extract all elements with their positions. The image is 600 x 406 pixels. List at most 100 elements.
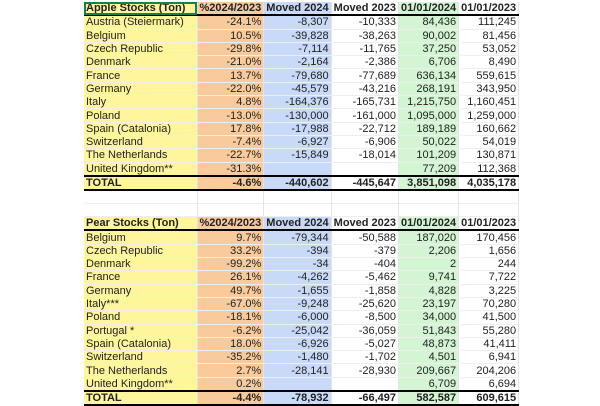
moved-2024-cell[interactable]: -6,927: [263, 135, 332, 150]
stock-2024-cell[interactable]: 101,209: [398, 148, 460, 163]
stock-2023-cell[interactable]: 170,456: [458, 230, 520, 245]
moved-2024-cell[interactable]: -6,926: [263, 337, 332, 352]
country-cell[interactable]: Spain (Catalonia): [84, 122, 198, 136]
stock-2023-cell[interactable]: 53,052: [458, 42, 520, 57]
country-cell[interactable]: The Netherlands: [84, 148, 198, 163]
empty-cell[interactable]: [84, 190, 198, 205]
stock-2023-cell[interactable]: 609,615: [458, 389, 520, 406]
empty-cell[interactable]: [263, 190, 332, 205]
stock-2023-cell[interactable]: 4,035,178: [458, 174, 520, 192]
pct-change-cell[interactable]: -6.2%: [197, 324, 265, 338]
pct-change-cell[interactable]: 33.2%: [197, 244, 265, 259]
moved-2024-cell[interactable]: -1,480: [263, 350, 332, 365]
moved-2023-cell[interactable]: -165,731: [331, 95, 400, 110]
moved-2023-cell[interactable]: -77,689: [331, 68, 400, 83]
empty-cell[interactable]: [458, 190, 520, 205]
moved-2023-cell[interactable]: -8,500: [331, 310, 400, 325]
moved-2024-cell[interactable]: -164,376: [263, 95, 332, 110]
moved-2024-cell[interactable]: -39,828: [263, 29, 332, 43]
pct-change-cell[interactable]: -18.1%: [197, 310, 265, 325]
country-cell[interactable]: Czech Republic: [84, 244, 198, 259]
country-cell[interactable]: Belgium: [84, 230, 198, 245]
moved-2023-cell[interactable]: -43,216: [331, 82, 400, 97]
stock-2024-cell[interactable]: 84,436: [398, 15, 460, 30]
moved-2023-cell[interactable]: -5,027: [331, 337, 400, 352]
pct-change-cell[interactable]: 26.1%: [197, 270, 265, 285]
country-cell[interactable]: United Kingdom**: [84, 377, 198, 392]
pct-change-cell[interactable]: 49.7%: [197, 284, 265, 298]
stock-2024-cell[interactable]: 189,189: [398, 122, 460, 136]
pct-change-cell[interactable]: -31.3%: [197, 162, 265, 177]
country-cell[interactable]: Poland: [84, 108, 198, 123]
moved-2023-cell[interactable]: -2,386: [331, 55, 400, 70]
stock-2023-cell[interactable]: 01/01/2023: [458, 2, 520, 17]
stock-2023-cell[interactable]: 559,615: [458, 68, 520, 83]
moved-2023-cell[interactable]: [331, 162, 400, 177]
stock-2023-cell[interactable]: 55,280: [458, 324, 520, 338]
moved-2023-cell[interactable]: -11,765: [331, 42, 400, 57]
moved-2024-cell[interactable]: -2,164: [263, 55, 332, 70]
moved-2024-cell[interactable]: -440,602: [263, 174, 332, 192]
empty-cell[interactable]: [331, 190, 400, 205]
moved-2023-cell[interactable]: Moved 2023: [331, 2, 400, 17]
pct-change-cell[interactable]: -24.1%: [197, 15, 265, 30]
pct-change-cell[interactable]: -67.0%: [197, 297, 265, 312]
stock-2023-cell[interactable]: 41,411: [458, 337, 520, 352]
pct-change-cell[interactable]: 17.8%: [197, 122, 265, 136]
country-cell[interactable]: Denmark: [84, 55, 198, 70]
stock-2023-cell[interactable]: 70,280: [458, 297, 520, 312]
pct-change-cell[interactable]: -13.0%: [197, 108, 265, 123]
stock-2023-cell[interactable]: 343,950: [458, 82, 520, 97]
stock-2023-cell[interactable]: 7,722: [458, 270, 520, 285]
country-cell[interactable]: TOTAL: [84, 389, 198, 406]
pct-change-cell[interactable]: %2024/2023: [197, 2, 265, 17]
empty-cell[interactable]: [84, 203, 198, 218]
moved-2024-cell[interactable]: -45,579: [263, 82, 332, 97]
moved-2024-cell[interactable]: -8,307: [263, 15, 332, 30]
stock-2023-cell[interactable]: 1,259,000: [458, 108, 520, 123]
moved-2023-cell[interactable]: -6,906: [331, 135, 400, 150]
stock-2024-cell[interactable]: 77,209: [398, 162, 460, 177]
pct-change-cell[interactable]: -29.8%: [197, 42, 265, 57]
stock-2023-cell[interactable]: 6,941: [458, 350, 520, 365]
moved-2024-cell[interactable]: -79,680: [263, 68, 332, 83]
moved-2024-cell[interactable]: [263, 377, 332, 392]
stock-2024-cell[interactable]: 268,191: [398, 82, 460, 97]
moved-2024-cell[interactable]: -9,248: [263, 297, 332, 312]
stock-2024-cell[interactable]: 01/01/2024: [398, 2, 460, 17]
stock-2024-cell[interactable]: 23,197: [398, 297, 460, 312]
stock-2023-cell[interactable]: 3,225: [458, 284, 520, 298]
country-cell[interactable]: United Kingdom**: [84, 162, 198, 177]
moved-2023-cell[interactable]: -1,702: [331, 350, 400, 365]
country-cell[interactable]: France: [84, 68, 198, 83]
stock-2023-cell[interactable]: 130,871: [458, 148, 520, 163]
moved-2023-cell[interactable]: -1,858: [331, 284, 400, 298]
stock-2023-cell[interactable]: 1,656: [458, 244, 520, 259]
stock-2024-cell[interactable]: 2,206: [398, 244, 460, 259]
moved-2023-cell[interactable]: -379: [331, 244, 400, 259]
moved-2024-cell[interactable]: Moved 2024: [263, 2, 332, 17]
pct-change-cell[interactable]: -22.7%: [197, 148, 265, 163]
moved-2023-cell[interactable]: -38,263: [331, 29, 400, 43]
stock-2024-cell[interactable]: 50,022: [398, 135, 460, 150]
stock-2024-cell[interactable]: 3,851,098: [398, 174, 460, 192]
moved-2024-cell[interactable]: -130,000: [263, 108, 332, 123]
moved-2023-cell[interactable]: -404: [331, 257, 400, 272]
pct-change-cell[interactable]: -99.2%: [197, 257, 265, 272]
country-cell[interactable]: Portugal *: [84, 324, 198, 338]
empty-cell[interactable]: [197, 203, 265, 218]
moved-2023-cell[interactable]: -5,462: [331, 270, 400, 285]
moved-2024-cell[interactable]: Moved 2024: [263, 216, 332, 232]
moved-2023-cell[interactable]: -25,620: [331, 297, 400, 312]
pct-change-cell[interactable]: -7.4%: [197, 135, 265, 150]
empty-cell[interactable]: [398, 190, 460, 205]
stock-2023-cell[interactable]: 01/01/2023: [458, 216, 520, 232]
moved-2023-cell[interactable]: -10,333: [331, 15, 400, 30]
stock-2023-cell[interactable]: 81,456: [458, 29, 520, 43]
pct-change-cell[interactable]: -4.6%: [197, 174, 265, 192]
stock-2024-cell[interactable]: 34,000: [398, 310, 460, 325]
moved-2024-cell[interactable]: [263, 162, 332, 177]
pct-change-cell[interactable]: 18.0%: [197, 337, 265, 352]
stock-2024-cell[interactable]: 582,587: [398, 389, 460, 406]
stock-2023-cell[interactable]: 6,694: [458, 377, 520, 392]
